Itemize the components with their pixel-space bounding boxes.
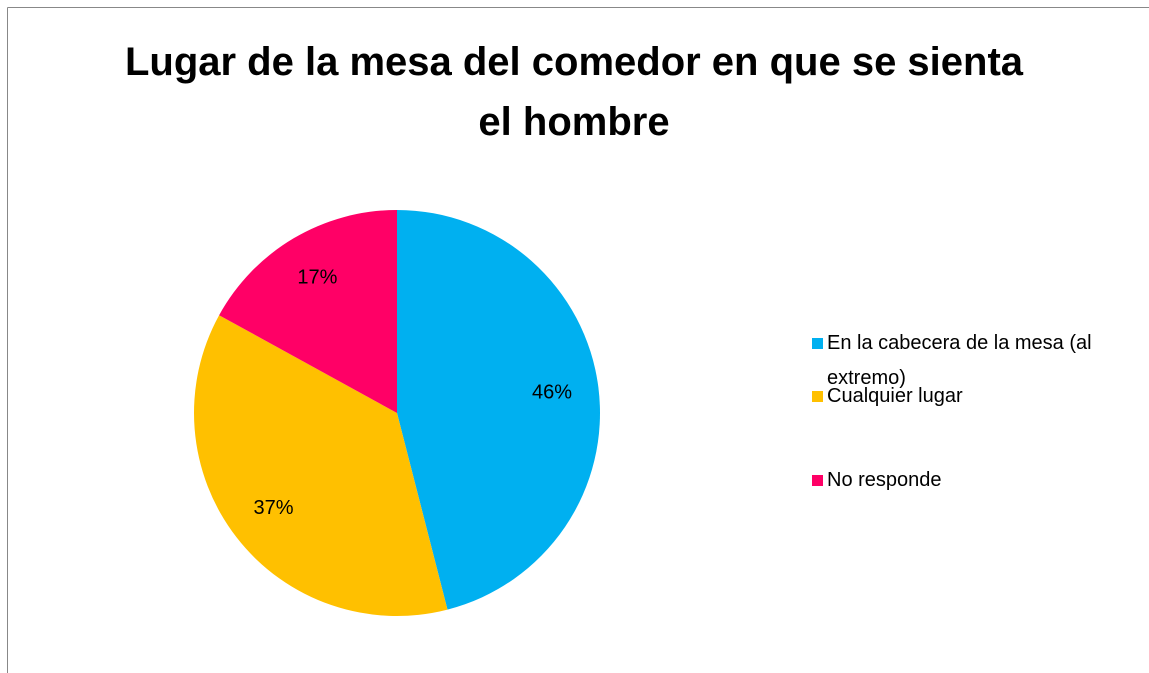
pie-slice [397,210,600,610]
legend-label: En la cabecera de la mesa (al extremo) [827,332,1092,389]
pie-slice [194,315,448,616]
legend-item: En la cabecera de la mesa (al extremo) [812,326,1132,396]
legend-swatch [812,391,823,402]
legend-label: Cualquier lugar [827,385,963,407]
legend-swatch [812,475,823,486]
legend-item: Cualquier lugar [812,379,1132,414]
data-label: 37% [253,497,293,519]
legend-swatch [812,338,823,349]
data-label: 46% [532,382,572,404]
legend-label: No responde [827,469,942,491]
data-label: 17% [297,267,337,289]
chart-title: Lugar de la mesa del comedor en que se s… [124,40,1024,144]
pie-slice [219,210,397,413]
legend-item: No responde [812,463,1132,498]
